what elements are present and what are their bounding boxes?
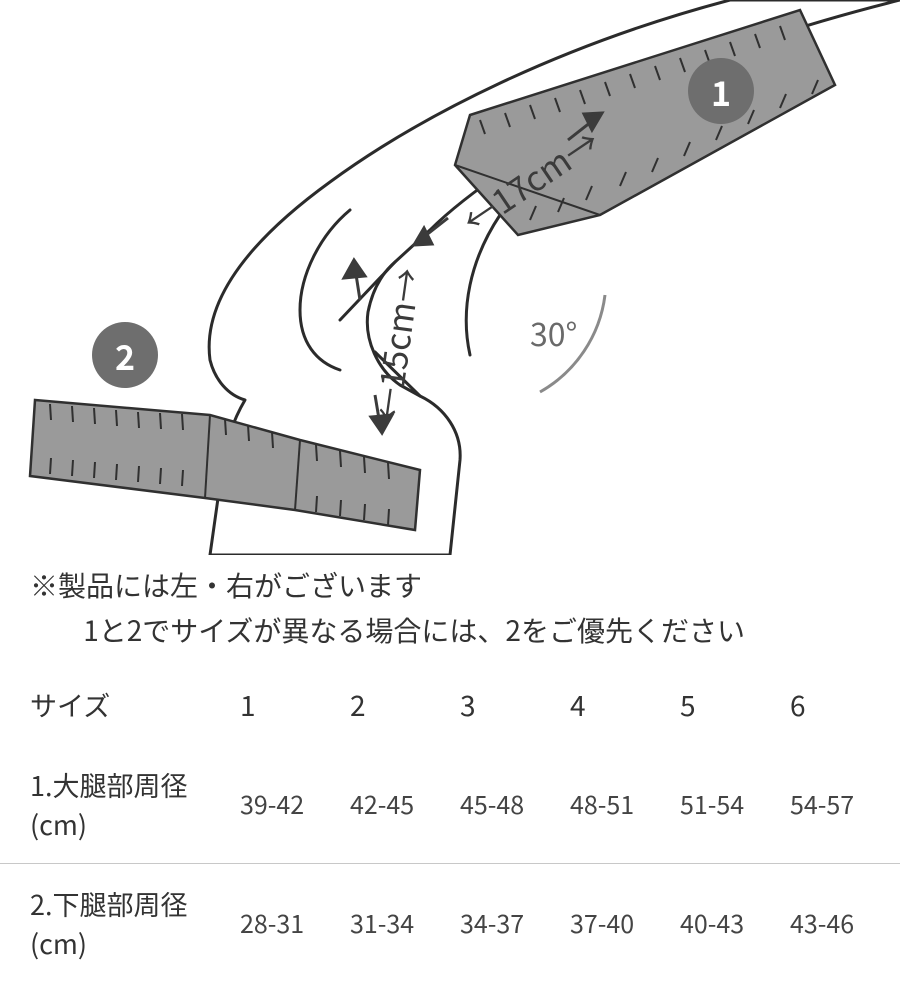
cell: 45-48: [460, 745, 570, 864]
cell: 39-42: [240, 745, 350, 864]
size-col-2: 2: [350, 665, 460, 745]
notes: ※製品には左・右がございます 1と2でサイズが異なる場合には、2をご優先ください: [0, 555, 900, 665]
row-label-calf: 2.下腿部周径 (cm): [0, 863, 240, 982]
measurement-badge-1: 1: [688, 58, 754, 124]
cell: 48-51: [570, 745, 680, 864]
measurement-badge-2: 2: [92, 322, 158, 388]
row-label-thigh: 1.大腿部周径 (cm): [0, 745, 240, 864]
size-col-1: 1: [240, 665, 350, 745]
diagram-area: 1 2 ←17cm→ ←15cm→ 30°: [0, 0, 900, 555]
cell: 34-37: [460, 863, 570, 982]
size-col-6: 6: [790, 665, 900, 745]
note-line-1: ※製品には左・右がございます: [30, 563, 870, 608]
cell: 40-43: [680, 863, 790, 982]
table-row: 1.大腿部周径 (cm) 39-42 42-45 45-48 48-51 51-…: [0, 745, 900, 864]
size-header-label: サイズ: [0, 665, 240, 745]
knee-diagram: [0, 0, 900, 555]
note-line-2: 1と2でサイズが異なる場合には、2をご優先ください: [30, 608, 870, 653]
size-table-header-row: サイズ 1 2 3 4 5 6: [0, 665, 900, 745]
cell: 37-40: [570, 863, 680, 982]
cell: 31-34: [350, 863, 460, 982]
size-col-5: 5: [680, 665, 790, 745]
cell: 54-57: [790, 745, 900, 864]
cell: 43-46: [790, 863, 900, 982]
cell: 51-54: [680, 745, 790, 864]
angle-label: 30°: [530, 310, 577, 356]
size-table: サイズ 1 2 3 4 5 6 1.大腿部周径 (cm) 39-42 42-45…: [0, 665, 900, 982]
size-col-3: 3: [460, 665, 570, 745]
table-row: 2.下腿部周径 (cm) 28-31 31-34 34-37 37-40 40-…: [0, 863, 900, 982]
cell: 28-31: [240, 863, 350, 982]
cell: 42-45: [350, 745, 460, 864]
size-col-4: 4: [570, 665, 680, 745]
